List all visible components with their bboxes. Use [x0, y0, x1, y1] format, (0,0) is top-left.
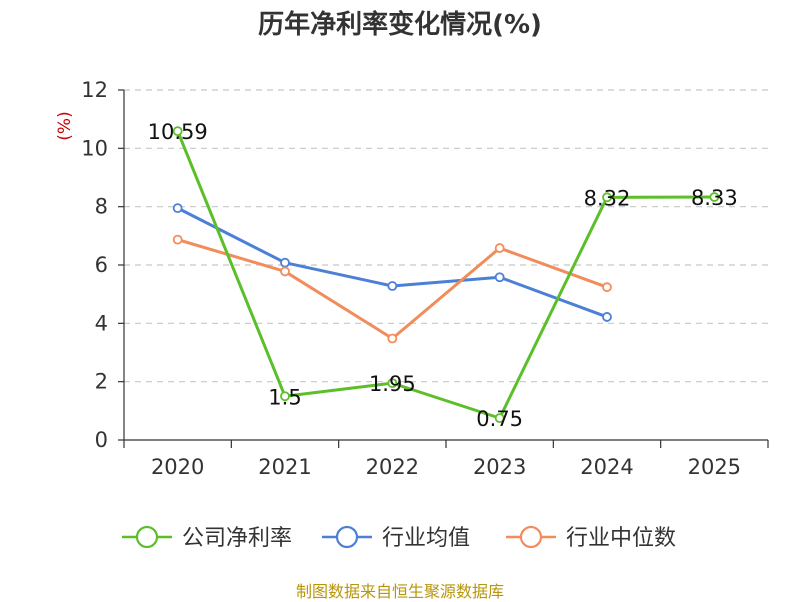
- data-label: 8.33: [691, 186, 738, 210]
- legend-label: 行业均值: [382, 526, 470, 551]
- data-point: [280, 391, 290, 402]
- data-point: [494, 243, 505, 253]
- legend-marker: [335, 525, 359, 549]
- data-point: [387, 333, 398, 344]
- legend-marker: [135, 525, 159, 549]
- y-tick-label: 8: [95, 195, 108, 219]
- series-line: [176, 130, 715, 420]
- data-label: 1.5: [268, 385, 301, 409]
- source-note: 制图数据来自恒生聚源数据库: [295, 582, 504, 601]
- data-point: [172, 203, 183, 214]
- y-axis-label: (%): [55, 111, 75, 140]
- x-tick-label: 2023: [473, 455, 526, 479]
- data-label: 1.95: [369, 372, 416, 396]
- data-point: [172, 126, 183, 137]
- x-tick-label: 2020: [151, 455, 204, 479]
- data-point: [494, 413, 505, 424]
- y-tick-label: 2: [95, 370, 108, 394]
- data-label: 0.75: [476, 407, 523, 431]
- y-tick-label: 10: [81, 136, 108, 160]
- data-point: [709, 192, 720, 202]
- data-label: 8.32: [584, 186, 631, 210]
- chart-title: 历年净利率变化情况(%): [258, 10, 542, 40]
- x-tick-label: 2021: [258, 455, 311, 479]
- y-tick-label: 12: [81, 78, 108, 102]
- data-point: [602, 282, 612, 293]
- data-point: [172, 234, 183, 245]
- data-point: [602, 312, 612, 322]
- data-point: [280, 257, 290, 268]
- legend-marker: [519, 525, 543, 549]
- y-tick-label: 4: [95, 311, 108, 335]
- data-point: [602, 192, 612, 203]
- data-point: [494, 272, 505, 283]
- data-point: [280, 266, 290, 277]
- x-tick-label: 2022: [366, 455, 419, 479]
- y-tick-label: 0: [95, 428, 108, 452]
- x-tick-label: 2025: [688, 455, 741, 479]
- legend-label: 行业中位数: [566, 526, 676, 551]
- data-point: [387, 378, 398, 389]
- data-label: 10.59: [148, 120, 208, 144]
- legend-label: 公司净利率: [182, 526, 292, 551]
- data-point: [387, 281, 398, 291]
- x-tick-label: 2024: [580, 455, 633, 479]
- y-tick-label: 6: [95, 253, 108, 277]
